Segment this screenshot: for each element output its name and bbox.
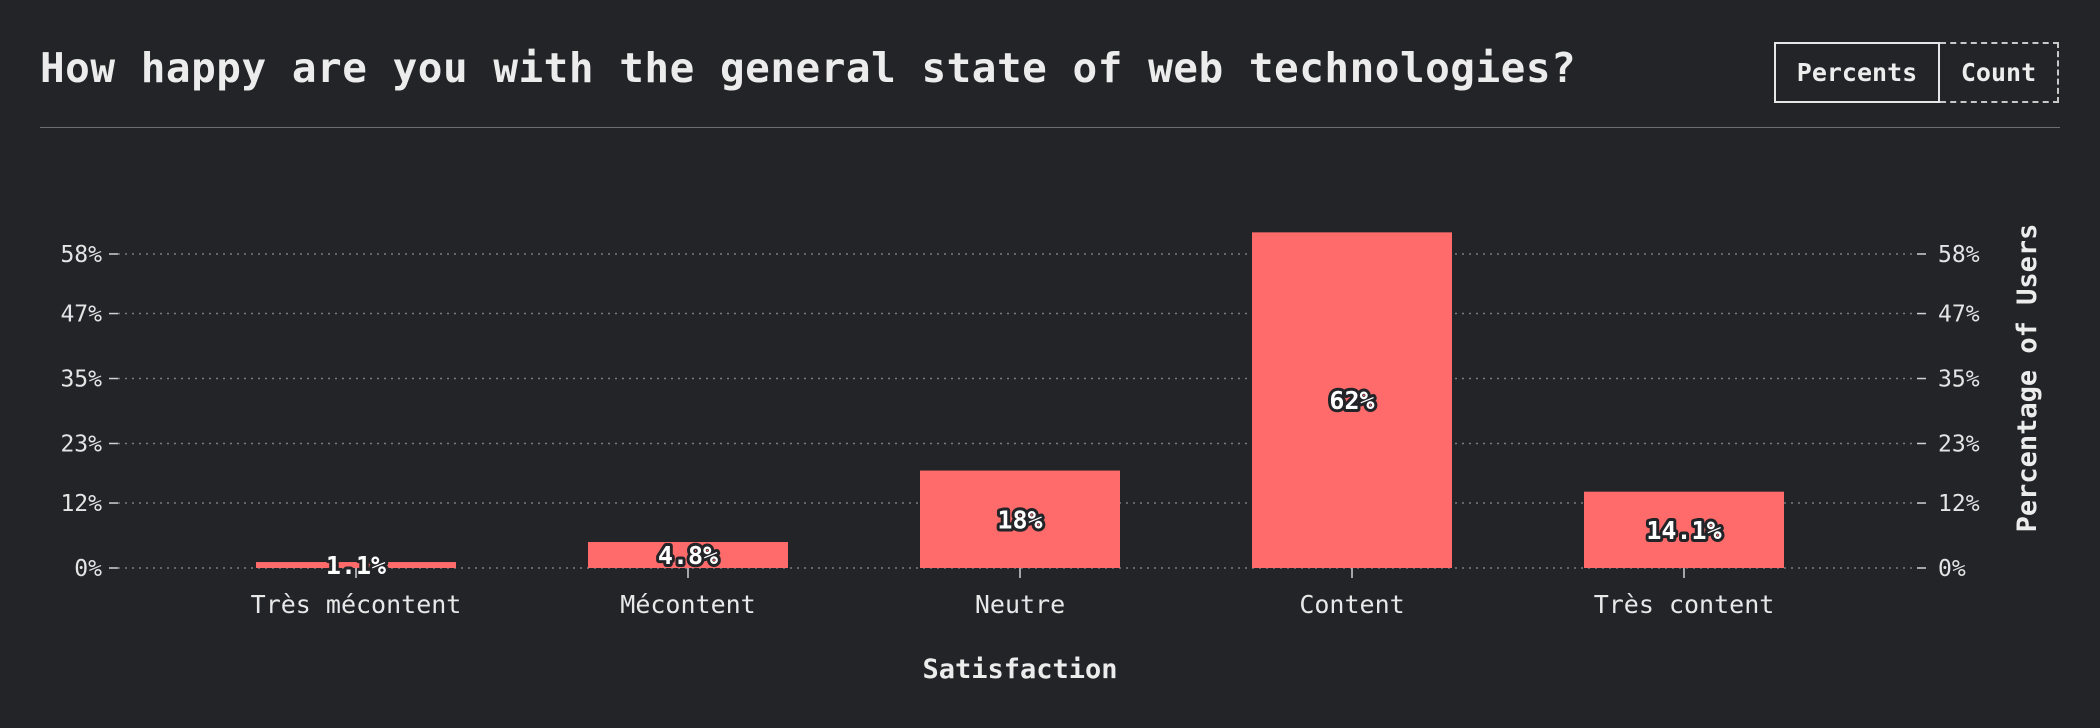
bar-value-label: 4.8% xyxy=(658,541,718,570)
y-tick-label-left: 47% xyxy=(60,302,102,328)
x-category-label: Content xyxy=(1299,590,1404,619)
x-category-label: Très mécontent xyxy=(251,590,462,619)
y-tick-label-left: 35% xyxy=(60,367,102,393)
bar xyxy=(1252,232,1452,568)
y-tick-label-left: 12% xyxy=(60,491,102,517)
y-tick-label-left: 23% xyxy=(60,431,102,457)
bar xyxy=(920,470,1120,568)
bar xyxy=(588,542,788,568)
mode-toggle: Percents Count xyxy=(1774,42,2059,103)
bars xyxy=(256,232,1784,568)
bar-value-label: 18% xyxy=(997,505,1042,534)
header-divider xyxy=(40,127,2060,128)
y-tick-label-right: 58% xyxy=(1938,242,1980,268)
bar-value-label: 1.1% xyxy=(326,551,386,580)
x-category-label: Mécontent xyxy=(620,590,755,619)
y-tick-label-right: 0% xyxy=(1938,556,1966,582)
y-tick-label-right: 47% xyxy=(1938,302,1980,328)
y-tick-label-left: 58% xyxy=(60,242,102,268)
data-labels: 1.1% 4.8% 18% 62% 14.1% xyxy=(323,383,1725,583)
bar xyxy=(256,562,456,568)
y-tick-label-right: 35% xyxy=(1938,367,1980,393)
bar xyxy=(1584,491,1784,568)
y-tick-label-right: 12% xyxy=(1938,491,1980,517)
category-labels: Très mécontent Mécontent Neutre Content Très… xyxy=(251,590,1775,619)
chart-title: How happy are you with the general state… xyxy=(40,44,1577,92)
y-axis-title: Percentage of Users xyxy=(2012,224,2043,533)
y-tick-label-left: 0% xyxy=(74,556,102,582)
bar-value-label: 14.1% xyxy=(1646,516,1721,545)
bar-value-label: 62% xyxy=(1329,386,1374,415)
count-button[interactable]: Count xyxy=(1940,42,2059,103)
x-axis-title: Satisfaction xyxy=(922,654,1117,685)
percents-button[interactable]: Percents xyxy=(1774,42,1940,103)
x-category-label: Très content xyxy=(1594,590,1775,619)
axis-ticks: 0% 0% 12% 12% 23% 23% 35% 35% 47% 47% 58% 58% xyxy=(60,242,1979,582)
x-category-label: Neutre xyxy=(975,590,1065,619)
y-tick-label-right: 23% xyxy=(1938,431,1980,457)
